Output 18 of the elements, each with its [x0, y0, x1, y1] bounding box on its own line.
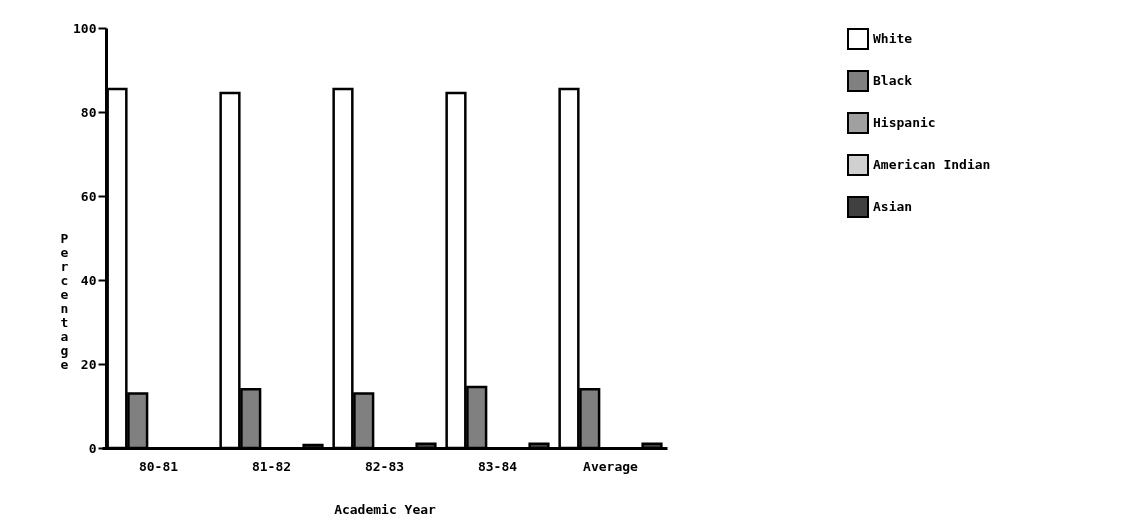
y-tick-label: 0	[88, 440, 97, 456]
x-tick-label: 81-82	[251, 458, 292, 474]
y-tick-label: 100	[73, 20, 97, 36]
y-tick-label: 20	[80, 356, 97, 372]
x-tick-label: 83-84	[477, 458, 518, 474]
text: Percentage	[60, 230, 69, 372]
y-tick-label: 80	[80, 104, 97, 120]
x-tick-label: Average	[583, 458, 639, 474]
legend-label: Black	[873, 73, 913, 88]
legend-label: Hispanic	[873, 115, 936, 130]
y-tick-label: 60	[80, 188, 97, 204]
x-tick-label: 80-81	[138, 458, 179, 474]
legend-label: American Indian	[873, 157, 991, 172]
legend-label: Asian	[873, 199, 913, 214]
y-tick-label: 40	[80, 272, 97, 288]
x-tick-label: 82-83	[364, 458, 405, 474]
legend-label: White	[873, 31, 913, 46]
x-axis-title: Academic Year	[334, 501, 437, 517]
